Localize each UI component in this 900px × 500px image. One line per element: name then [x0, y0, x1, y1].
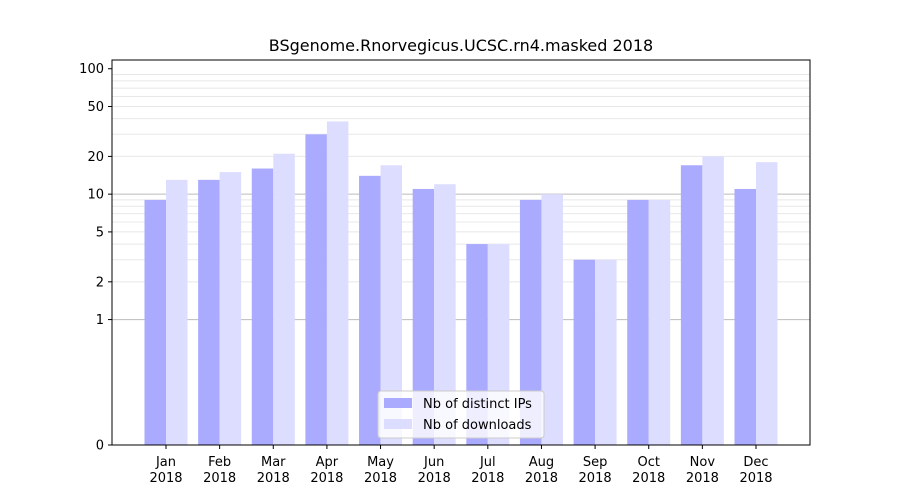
y-tick-label: 50: [87, 100, 104, 115]
bar-distinct-ips-jun: [412, 188, 435, 445]
x-tick-label-year: 2018: [364, 471, 397, 486]
bar-distinct-ips-apr: [305, 134, 327, 445]
bar-distinct-ips-feb: [198, 179, 220, 445]
bar-downloads-aug: [541, 194, 563, 445]
y-tick-label: 10: [87, 188, 104, 203]
x-tick-label-year: 2018: [149, 471, 182, 486]
x-tick-label-month: May: [367, 455, 394, 470]
bar-downloads-feb: [219, 172, 242, 445]
y-tick-label: 20: [87, 150, 104, 165]
x-tick-label-year: 2018: [632, 471, 665, 486]
y-axis: 0 1 2 5 10 20 50 100: [79, 62, 112, 454]
bar-downloads-sep: [595, 259, 617, 445]
bar-distinct-ips-nov: [680, 165, 703, 445]
x-tick-label-month: Oct: [637, 455, 659, 470]
x-tick-label-month: Sep: [583, 455, 608, 470]
bar-downloads-mar: [273, 153, 295, 445]
x-tick-label-month: Aug: [529, 455, 554, 470]
bar-downloads-nov: [702, 156, 724, 446]
bar-downloads-may: [380, 165, 403, 445]
y-tick-label: 0: [96, 439, 104, 454]
x-axis: Jan2018Feb2018Mar2018Apr2018May2018Jun20…: [149, 445, 773, 486]
x-tick-label-month: Jan: [155, 455, 176, 470]
x-tick-label-year: 2018: [739, 471, 772, 486]
bar-distinct-ips-jan: [144, 199, 166, 445]
x-tick-label-year: 2018: [257, 471, 290, 486]
x-tick-label-month: Jun: [423, 455, 444, 470]
bars: [144, 121, 778, 446]
bar-downloads-jun: [434, 184, 456, 445]
bar-downloads-dec: [756, 162, 778, 446]
bar-distinct-ips-oct: [627, 199, 649, 445]
x-tick-label-month: Feb: [208, 455, 231, 470]
plot-frame: [111, 59, 811, 446]
x-tick-label-month: Dec: [743, 455, 768, 470]
legend-label: Nb of downloads: [423, 418, 532, 433]
legend-swatch: [384, 419, 412, 429]
x-tick-label-year: 2018: [525, 471, 558, 486]
legend-box: [377, 390, 545, 439]
x-tick-label-year: 2018: [203, 471, 236, 486]
x-tick-label-year: 2018: [471, 471, 504, 486]
bar-downloads-oct: [648, 199, 671, 445]
legend-swatch: [384, 398, 412, 408]
x-tick-label-year: 2018: [418, 471, 451, 486]
y-tick-label: 2: [96, 275, 104, 290]
bar-distinct-ips-sep: [573, 259, 596, 445]
bar-distinct-ips-dec: [734, 188, 756, 445]
x-tick-label-month: Mar: [261, 455, 286, 470]
x-tick-label-year: 2018: [579, 471, 612, 486]
chart-title: BSgenome.Rnorvegicus.UCSC.rn4.masked 201…: [269, 36, 653, 55]
bar-distinct-ips-mar: [251, 168, 274, 445]
y-tick-label: 5: [96, 225, 104, 240]
x-tick-label-month: Apr: [316, 455, 339, 470]
x-tick-label-month: Jul: [479, 455, 496, 470]
legend: Nb of distinct IPs Nb of downloads: [377, 390, 545, 439]
x-tick-label-year: 2018: [310, 471, 343, 486]
bar-downloads-apr: [326, 121, 349, 445]
bar-distinct-ips-aug: [519, 199, 542, 445]
x-tick-label-year: 2018: [686, 471, 719, 486]
x-tick-label-month: Nov: [690, 455, 716, 470]
bar-distinct-ips-may: [359, 175, 381, 446]
y-tick-label: 1: [96, 313, 104, 328]
bar-downloads-jan: [166, 179, 188, 445]
legend-label: Nb of distinct IPs: [423, 397, 532, 412]
y-tick-label: 100: [79, 62, 104, 77]
